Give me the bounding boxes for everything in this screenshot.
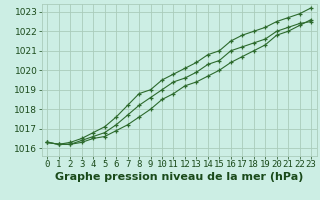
X-axis label: Graphe pression niveau de la mer (hPa): Graphe pression niveau de la mer (hPa) <box>55 172 303 182</box>
